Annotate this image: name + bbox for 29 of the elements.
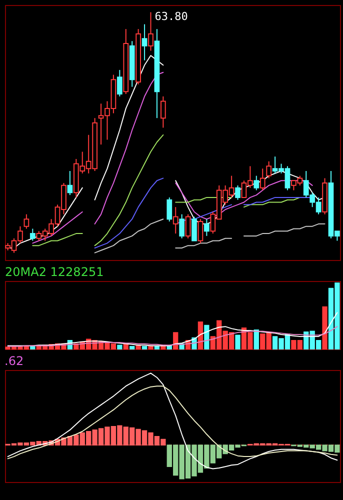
candlestick [254,175,260,191]
bar [204,324,210,350]
candlestick [198,218,204,244]
candlestick [192,216,197,242]
bar [130,346,135,350]
bar [254,329,259,350]
candlestick [266,160,272,179]
candlestick [67,170,73,196]
candlestick [24,214,30,230]
candlestick [148,12,154,52]
candlestick [116,69,122,97]
candlestick [30,228,36,242]
bar [235,334,240,350]
annotation: 63.80 [154,10,188,24]
candlestick [185,214,191,239]
candlestick [260,168,266,191]
candlestick [142,24,148,61]
bar [322,306,328,350]
candlestick [172,206,178,234]
candlestick [179,214,184,239]
candlestick [204,218,210,236]
bar [117,344,122,350]
chart-title: 20MA2 1228251 [5,265,104,279]
candlestick [166,196,172,222]
chart-title: .62 [4,354,24,368]
candlestick [235,184,240,200]
bar [142,346,148,350]
candlestick [160,96,166,128]
bar [198,322,204,350]
